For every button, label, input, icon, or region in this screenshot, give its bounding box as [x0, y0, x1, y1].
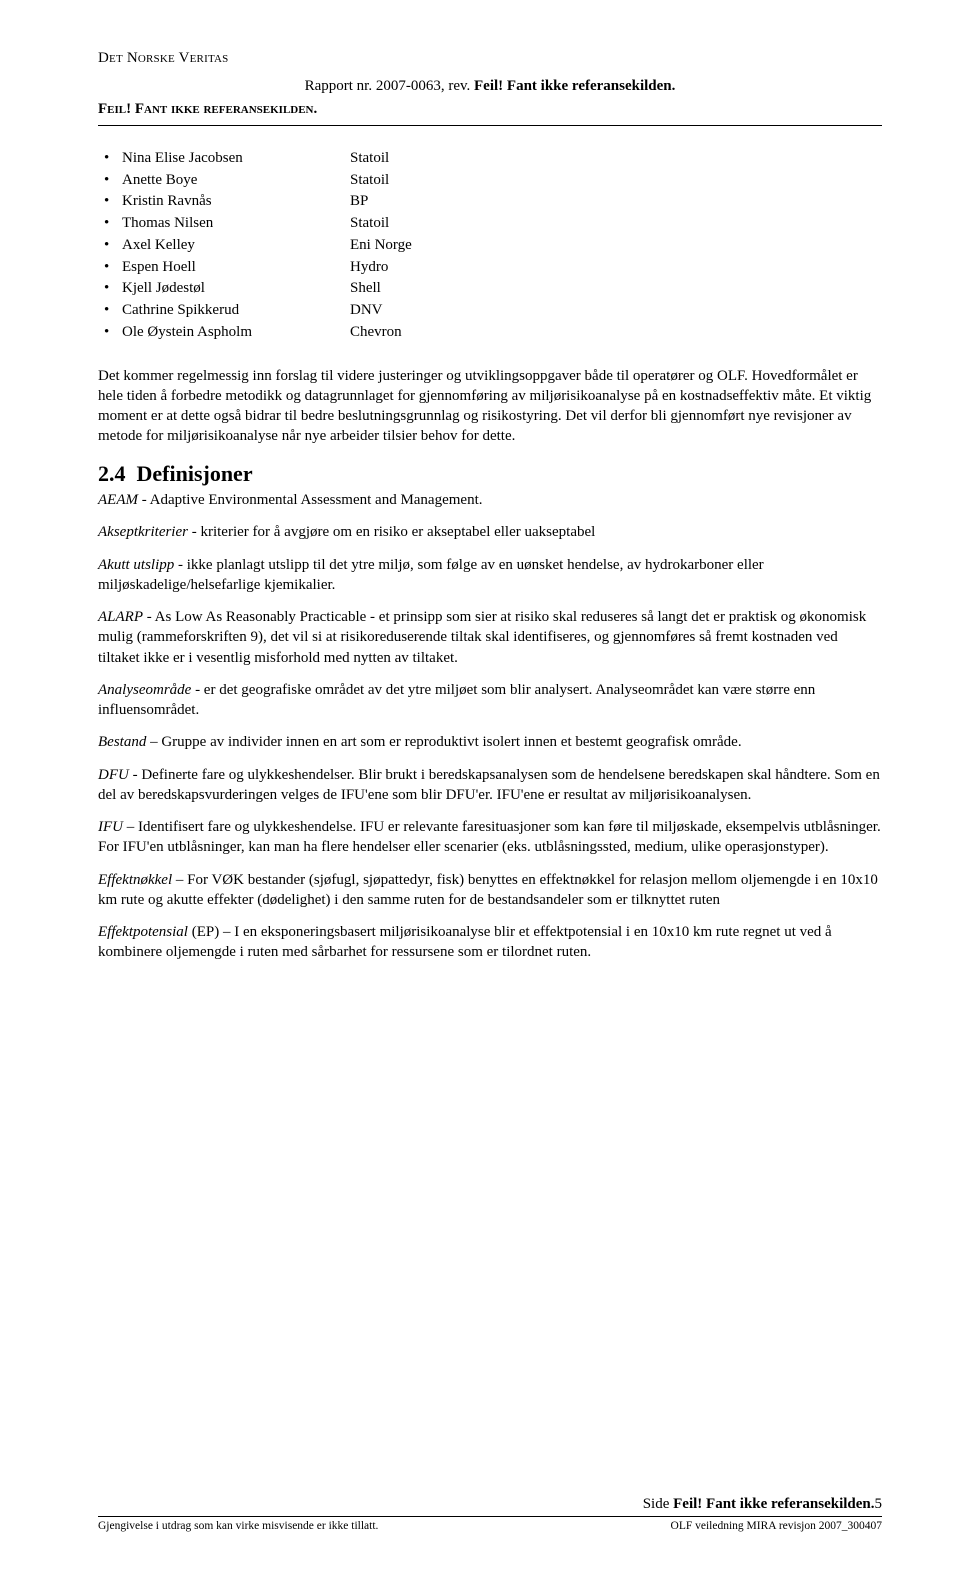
error-ref-caps: Feil! Fant ikke referansekilden. — [98, 99, 882, 119]
person-org: Shell — [350, 278, 381, 300]
definition-term: DFU — [98, 767, 129, 783]
definition-item: Akutt utslipp - ikke planlagt utslipp ti… — [98, 555, 882, 596]
definition-text: - kriterier for å avgjøre om en risiko e… — [188, 524, 595, 540]
definition-item: Effektpotensial (EP) – I en eksponerings… — [98, 922, 882, 963]
definition-item: DFU - Definerte fare og ulykkeshendelser… — [98, 765, 882, 806]
definition-term: ALARP — [98, 609, 143, 625]
footer: Side Feil! Fant ikke referansekilden.5 G… — [98, 1494, 882, 1535]
footer-left: Gjengivelse i utdrag som kan virke misvi… — [98, 1519, 378, 1535]
definitions-container: AEAM - Adaptive Environmental Assessment… — [98, 490, 882, 963]
definition-term: Effektpotensial — [98, 924, 188, 940]
definition-text: - Definerte fare og ulykkeshendelser. Bl… — [98, 767, 880, 803]
people-row: Cathrine SpikkerudDNV — [98, 300, 882, 322]
definition-term: Effektnøkkel — [98, 872, 172, 888]
report-line: Rapport nr. 2007-0063, rev. Feil! Fant i… — [98, 76, 882, 96]
person-name: Kjell Jødestøl — [122, 278, 350, 300]
definition-text: – For VØK bestander (sjøfugl, sjøpattedy… — [98, 872, 878, 908]
people-list: Nina Elise JacobsenStatoilAnette BoyeSta… — [98, 148, 882, 344]
footer-side-prefix: Side — [643, 1496, 673, 1512]
definition-text: - As Low As Reasonably Practicable - et … — [98, 609, 866, 666]
person-name: Espen Hoell — [122, 257, 350, 279]
people-row: Nina Elise JacobsenStatoil — [98, 148, 882, 170]
definition-term: Akseptkriterier — [98, 524, 188, 540]
person-org: DNV — [350, 300, 383, 322]
definition-item: IFU – Identifisert fare og ulykkeshendel… — [98, 817, 882, 858]
definition-text: (EP) – I en eksponeringsbasert miljørisi… — [98, 924, 832, 960]
person-org: Statoil — [350, 148, 389, 170]
people-row: Kjell JødestølShell — [98, 278, 882, 300]
footer-rule — [98, 1516, 882, 1517]
definition-text: - er det geografiske området av det ytre… — [98, 682, 815, 718]
section-title: Definisjoner — [137, 461, 253, 486]
person-name: Nina Elise Jacobsen — [122, 148, 350, 170]
person-name: Anette Boye — [122, 170, 350, 192]
definition-term: IFU — [98, 819, 123, 835]
person-name: Cathrine Spikkerud — [122, 300, 350, 322]
people-row: Kristin RavnåsBP — [98, 191, 882, 213]
definition-item: Analyseområde - er det geografiske områd… — [98, 680, 882, 721]
definition-term: Bestand — [98, 734, 146, 750]
person-name: Ole Øystein Aspholm — [122, 322, 350, 344]
report-error: Feil! Fant ikke referansekilden. — [474, 78, 675, 94]
footer-side: Side Feil! Fant ikke referansekilden.5 — [98, 1494, 882, 1514]
person-name: Thomas Nilsen — [122, 213, 350, 235]
definition-item: Effektnøkkel – For VØK bestander (sjøfug… — [98, 870, 882, 911]
definition-text: - Adaptive Environmental Assessment and … — [138, 492, 483, 508]
people-row: Thomas NilsenStatoil — [98, 213, 882, 235]
definition-text: – Gruppe av individer innen en art som e… — [146, 734, 741, 750]
people-row: Ole Øystein AspholmChevron — [98, 322, 882, 344]
person-org: BP — [350, 191, 368, 213]
definition-item: Bestand – Gruppe av individer innen en a… — [98, 732, 882, 752]
definition-term: AEAM — [98, 492, 138, 508]
definition-item: Akseptkriterier - kriterier for å avgjør… — [98, 522, 882, 542]
footer-right: OLF veiledning MIRA revisjon 2007_300407 — [671, 1519, 882, 1535]
footer-side-bold: Feil! Fant ikke referansekilden. — [673, 1496, 874, 1512]
section-number: 2.4 — [98, 461, 126, 486]
person-org: Eni Norge — [350, 235, 412, 257]
report-prefix: Rapport nr. 2007-0063, rev. — [305, 78, 474, 94]
running-header: Det Norske Veritas — [98, 48, 882, 68]
person-org: Chevron — [350, 322, 402, 344]
person-org: Statoil — [350, 213, 389, 235]
section-heading: 2.4 Definisjoner — [98, 459, 882, 489]
definition-item: ALARP - As Low As Reasonably Practicable… — [98, 607, 882, 668]
person-name: Kristin Ravnås — [122, 191, 350, 213]
definition-item: AEAM - Adaptive Environmental Assessment… — [98, 490, 882, 510]
people-row: Espen HoellHydro — [98, 257, 882, 279]
people-row: Anette BoyeStatoil — [98, 170, 882, 192]
definition-text: – Identifisert fare og ulykkeshendelse. … — [98, 819, 881, 855]
person-name: Axel Kelley — [122, 235, 350, 257]
definition-text: - ikke planlagt utslipp til det ytre mil… — [98, 557, 764, 593]
header-rule — [98, 125, 882, 126]
footer-side-suffix: 5 — [875, 1496, 883, 1512]
intro-paragraph: Det kommer regelmessig inn forslag til v… — [98, 366, 882, 447]
people-row: Axel KelleyEni Norge — [98, 235, 882, 257]
person-org: Hydro — [350, 257, 388, 279]
definition-term: Akutt utslipp — [98, 557, 174, 573]
definition-term: Analyseområde — [98, 682, 191, 698]
person-org: Statoil — [350, 170, 389, 192]
